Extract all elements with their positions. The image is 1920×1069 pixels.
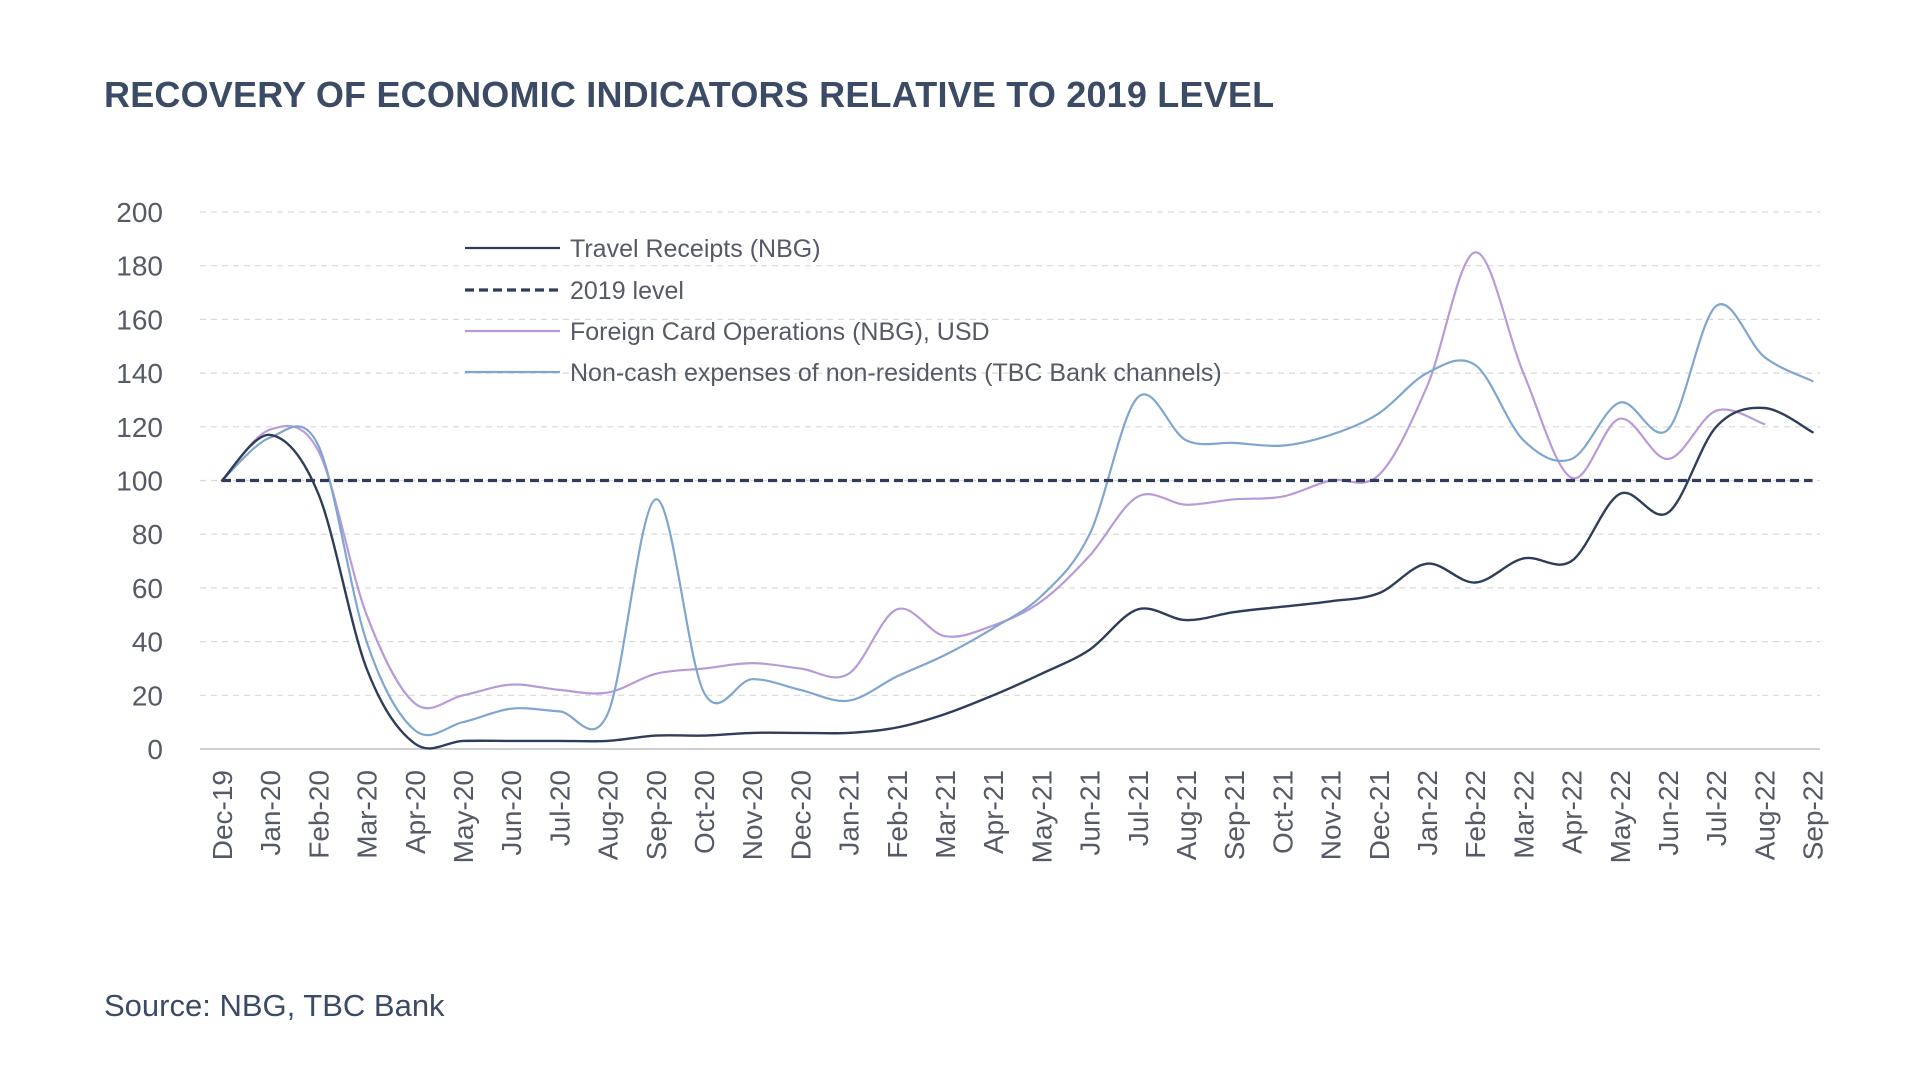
- x-tick-label: Apr-21: [978, 770, 1009, 854]
- series-line-non_cash: [220, 303, 1814, 737]
- x-tick-label: Jun-21: [1075, 770, 1106, 856]
- x-axis-ticks: Dec-19 Jan-20 Feb-20 Mar-20 Apr-20 May-20 Jun-…: [207, 770, 1829, 863]
- x-tick-label: Jun-22: [1653, 770, 1684, 856]
- x-tick-label: Dec-21: [1364, 770, 1395, 860]
- x-tick-label: Jul-21: [1123, 770, 1154, 846]
- x-tick-label: Jun-20: [496, 770, 527, 856]
- x-tick-label: Sep-21: [1219, 770, 1250, 860]
- x-tick-label: Nov-20: [737, 770, 768, 860]
- x-tick-label: May-21: [1026, 770, 1057, 863]
- x-tick-label: Mar-21: [930, 770, 961, 859]
- y-tick-label: 140: [116, 358, 163, 389]
- legend-label-foreign_card: Foreign Card Operations (NBG), USD: [570, 318, 990, 346]
- x-tick-label: Mar-22: [1508, 770, 1539, 859]
- source-note: Source: NBG, TBC Bank: [104, 988, 445, 1023]
- series-line-travel: [220, 406, 1814, 750]
- legend-label-non_cash: Non-cash expenses of non-residents (TBC …: [570, 359, 1222, 387]
- legend: Travel Receipts (NBG) 2019 level Foreign C…: [465, 235, 1222, 387]
- x-tick-label: May-20: [448, 770, 479, 863]
- x-tick-label: Apr-20: [400, 770, 431, 854]
- x-tick-label: Oct-20: [689, 770, 720, 854]
- grid-lines: [200, 211, 1820, 696]
- y-tick-label: 0: [147, 734, 163, 765]
- x-tick-label: Mar-20: [352, 770, 383, 859]
- x-tick-label: May-22: [1605, 770, 1636, 863]
- y-tick-label: 180: [116, 251, 163, 282]
- x-tick-label: Jul-22: [1701, 770, 1732, 846]
- x-tick-label: Sep-20: [641, 770, 672, 860]
- x-tick-label: Oct-21: [1267, 770, 1298, 854]
- x-tick-label: Dec-20: [785, 770, 816, 860]
- x-tick-label: Dec-19: [207, 770, 238, 860]
- y-axis-ticks: 0 20 40 60 80 100 120 140 160 180 200: [116, 197, 163, 765]
- x-tick-label: Sep-22: [1798, 770, 1829, 860]
- y-tick-label: 20: [132, 680, 163, 711]
- x-tick-label: Feb-20: [303, 770, 334, 859]
- x-tick-label: Aug-21: [1171, 770, 1202, 860]
- x-tick-label: Feb-22: [1460, 770, 1491, 859]
- x-tick-label: Jan-20: [255, 770, 286, 856]
- y-tick-label: 160: [116, 304, 163, 335]
- y-tick-label: 40: [132, 627, 163, 658]
- chart-title: RECOVERY OF ECONOMIC INDICATORS RELATIVE…: [104, 74, 1275, 115]
- x-tick-label: Aug-22: [1749, 770, 1780, 860]
- legend-label-baseline: 2019 level: [570, 277, 684, 305]
- series-lines: [220, 251, 1814, 750]
- y-tick-label: 60: [132, 573, 163, 604]
- legend-label-travel: Travel Receipts (NBG): [570, 235, 821, 263]
- x-tick-label: Jul-20: [544, 770, 575, 846]
- x-tick-label: Apr-22: [1557, 770, 1588, 854]
- x-tick-label: Aug-20: [593, 770, 624, 860]
- x-tick-label: Feb-21: [882, 770, 913, 859]
- x-tick-label: Jan-21: [834, 770, 865, 856]
- y-tick-label: 100: [116, 466, 163, 497]
- x-tick-label: Nov-21: [1316, 770, 1347, 860]
- y-tick-label: 120: [116, 412, 163, 443]
- x-tick-label: Jan-22: [1412, 770, 1443, 856]
- y-tick-label: 80: [132, 519, 163, 550]
- y-tick-label: 200: [116, 197, 163, 228]
